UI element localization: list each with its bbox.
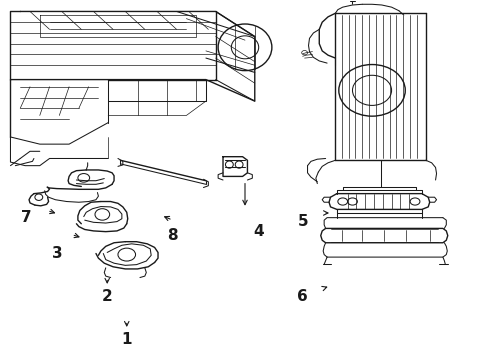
Text: 6: 6 bbox=[297, 289, 308, 304]
Text: 2: 2 bbox=[102, 289, 113, 304]
Text: 5: 5 bbox=[297, 214, 308, 229]
Text: 7: 7 bbox=[21, 210, 31, 225]
Text: 4: 4 bbox=[253, 225, 264, 239]
Text: 1: 1 bbox=[122, 332, 132, 347]
Text: 3: 3 bbox=[51, 246, 62, 261]
Text: 8: 8 bbox=[168, 228, 178, 243]
